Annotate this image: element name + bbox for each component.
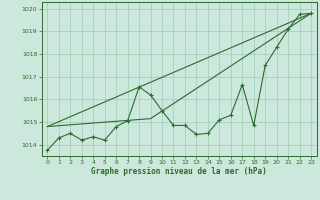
X-axis label: Graphe pression niveau de la mer (hPa): Graphe pression niveau de la mer (hPa): [91, 167, 267, 176]
